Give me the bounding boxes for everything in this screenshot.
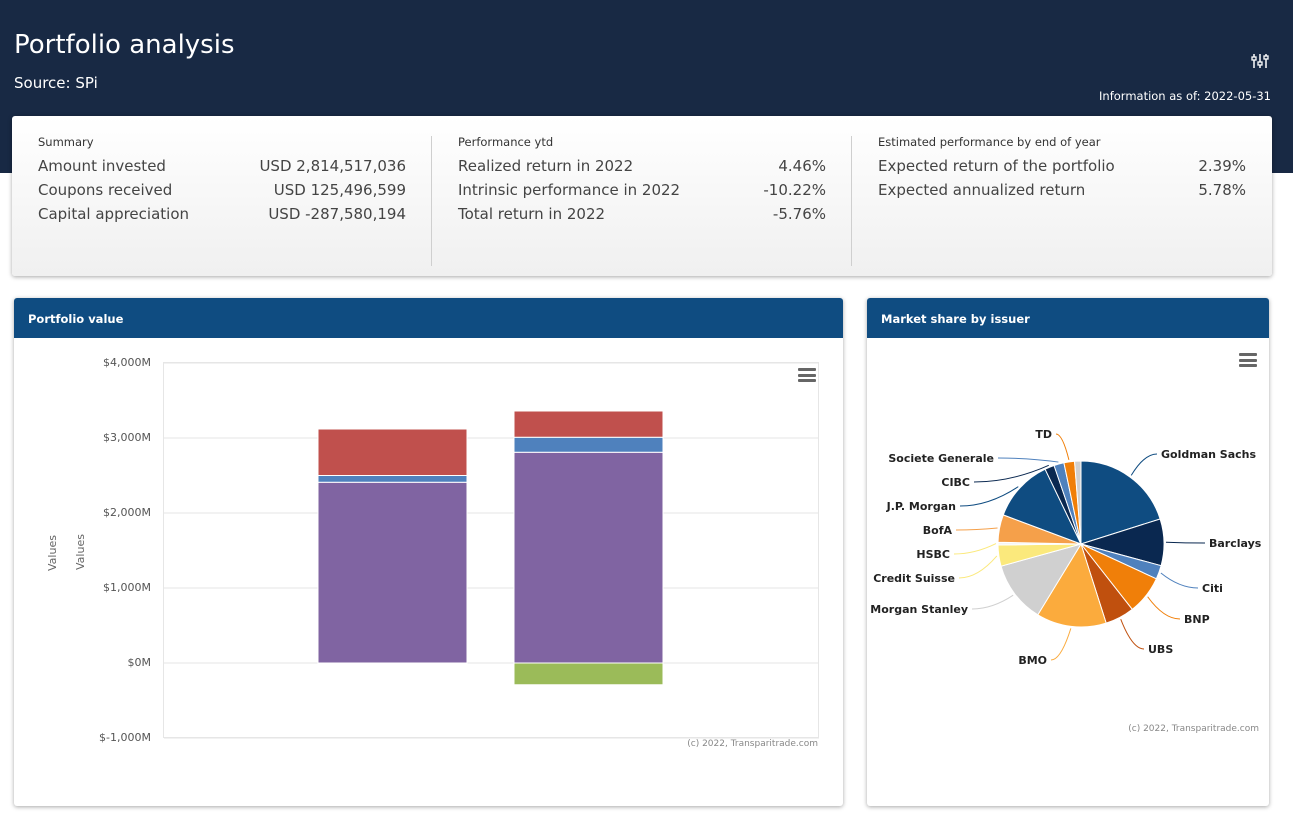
performance-heading: Performance ytd bbox=[458, 135, 554, 149]
pie-label: HSBC bbox=[916, 548, 950, 561]
pie-label: Morgan Stanley bbox=[870, 603, 968, 616]
summary-row-value: USD -287,580,194 bbox=[268, 205, 406, 223]
pie-slice[interactable] bbox=[1037, 542, 1107, 628]
pie-label: BMO bbox=[1018, 654, 1047, 667]
y-tick-label: $4,000M bbox=[103, 356, 151, 369]
pie-connector bbox=[955, 527, 998, 531]
portfolio-value-panel: Portfolio value Values Values $-1,000M $0… bbox=[14, 298, 843, 806]
pie-connector bbox=[971, 594, 1014, 610]
pie-label: Societe Generale bbox=[888, 452, 994, 465]
summary-row-label: Amount invested bbox=[38, 157, 166, 175]
y-tick-label: $3,000M bbox=[103, 431, 151, 444]
pie-label: BNP bbox=[1184, 613, 1210, 626]
performance-row: Intrinsic performance in 2022 -10.22% bbox=[458, 181, 826, 199]
performance-row-value: -10.22% bbox=[763, 181, 826, 199]
pie-label: TD bbox=[1035, 428, 1052, 441]
pie-connector bbox=[1120, 618, 1145, 650]
summary-row: Capital appreciation USD -287,580,194 bbox=[38, 205, 406, 223]
pie-connector bbox=[997, 457, 1059, 463]
summary-row-label: Capital appreciation bbox=[38, 205, 190, 223]
y-tick-label: $1,000M bbox=[103, 581, 151, 594]
chart-menu-hamburger-icon[interactable] bbox=[1239, 353, 1257, 367]
market-share-title: Market share by issuer bbox=[867, 298, 1269, 338]
y-axis-label-secondary: Values bbox=[74, 534, 87, 570]
performance-section: Performance ytd Realized return in 2022 … bbox=[458, 116, 828, 266]
summary-heading: Summary bbox=[38, 135, 94, 149]
estimate-row: Expected return of the portfolio 2.39% bbox=[878, 157, 1246, 175]
market-share-panel: Market share by issuer Goldman Sachs Barc… bbox=[867, 298, 1269, 806]
market-share-pie-chart: Goldman Sachs Barclays Citi BNP UBS BMO Morgan… bbox=[870, 428, 1262, 667]
performance-row-value: 4.46% bbox=[778, 157, 826, 175]
performance-row: Total return in 2022 -5.76% bbox=[458, 205, 826, 223]
pie-label: J.P. Morgan bbox=[886, 500, 956, 513]
pie-label: Credit Suisse bbox=[873, 572, 955, 585]
y-axis-label: Values bbox=[46, 535, 59, 571]
chart-credit: (c) 2022, Transparitrade.com bbox=[1128, 724, 1259, 734]
pie-slice[interactable] bbox=[1080, 460, 1161, 545]
performance-row: Realized return in 2022 4.46% bbox=[458, 157, 826, 175]
pie-slice[interactable] bbox=[1074, 460, 1082, 545]
section-divider bbox=[851, 136, 852, 266]
pie-connector bbox=[1055, 433, 1070, 460]
pie-connector bbox=[958, 555, 998, 579]
pie-connector bbox=[1165, 541, 1206, 544]
pie-label: CIBC bbox=[941, 476, 970, 489]
y-tick-label: $0M bbox=[127, 656, 152, 669]
pie-slice[interactable] bbox=[1000, 543, 1083, 616]
source-label: Source: SPi bbox=[14, 74, 98, 92]
y-tick-label: $2,000M bbox=[103, 506, 151, 519]
summary-row-value: USD 2,814,517,036 bbox=[259, 157, 406, 175]
estimate-row-label: Expected annualized return bbox=[878, 181, 1086, 199]
summary-section: Summary Amount invested USD 2,814,517,03… bbox=[38, 116, 408, 266]
pie-label: Citi bbox=[1202, 582, 1223, 595]
pie-connector bbox=[1130, 453, 1158, 476]
summary-row: Coupons received USD 125,496,599 bbox=[38, 181, 406, 199]
estimate-row-label: Expected return of the portfolio bbox=[878, 157, 1115, 175]
pie-connector bbox=[1147, 596, 1181, 620]
chart-menu-hamburger-icon[interactable] bbox=[798, 368, 816, 382]
pie-connector bbox=[959, 486, 1019, 507]
pie-connector bbox=[973, 464, 1049, 483]
summary-row-value: USD 125,496,599 bbox=[273, 181, 406, 199]
estimate-section: Estimated performance by end of year Exp… bbox=[878, 116, 1248, 266]
pie-connector bbox=[953, 543, 997, 555]
estimate-heading: Estimated performance by end of year bbox=[878, 135, 1101, 149]
pie-label: BofA bbox=[923, 524, 953, 537]
section-divider bbox=[431, 136, 432, 266]
pie-slice[interactable] bbox=[1002, 468, 1082, 545]
pie-label: UBS bbox=[1148, 643, 1173, 656]
summary-row: Amount invested USD 2,814,517,036 bbox=[38, 157, 406, 175]
settings-sliders-icon[interactable] bbox=[1250, 52, 1270, 70]
page-title: Portfolio analysis bbox=[14, 30, 235, 60]
performance-row-label: Intrinsic performance in 2022 bbox=[458, 181, 681, 199]
estimate-row-value: 2.39% bbox=[1198, 157, 1246, 175]
portfolio-value-title: Portfolio value bbox=[14, 298, 843, 338]
information-date: Information as of: 2022-05-31 bbox=[1099, 89, 1271, 103]
performance-row-label: Total return in 2022 bbox=[458, 205, 606, 223]
y-tick-label: $-1,000M bbox=[99, 731, 151, 744]
plot-area bbox=[163, 362, 819, 738]
performance-row-label: Realized return in 2022 bbox=[458, 157, 634, 175]
pie-label: Barclays bbox=[1209, 537, 1262, 550]
pie-connector bbox=[1160, 572, 1199, 589]
estimate-row: Expected annualized return 5.78% bbox=[878, 181, 1246, 199]
summary-row-label: Coupons received bbox=[38, 181, 173, 199]
pie-label: Goldman Sachs bbox=[1161, 448, 1256, 461]
estimate-row-value: 5.78% bbox=[1198, 181, 1246, 199]
summary-card: Summary Amount invested USD 2,814,517,03… bbox=[12, 116, 1272, 276]
performance-row-value: -5.76% bbox=[772, 205, 826, 223]
pie-connector bbox=[1050, 628, 1072, 661]
chart-credit: (c) 2022, Transparitrade.com bbox=[687, 739, 818, 749]
